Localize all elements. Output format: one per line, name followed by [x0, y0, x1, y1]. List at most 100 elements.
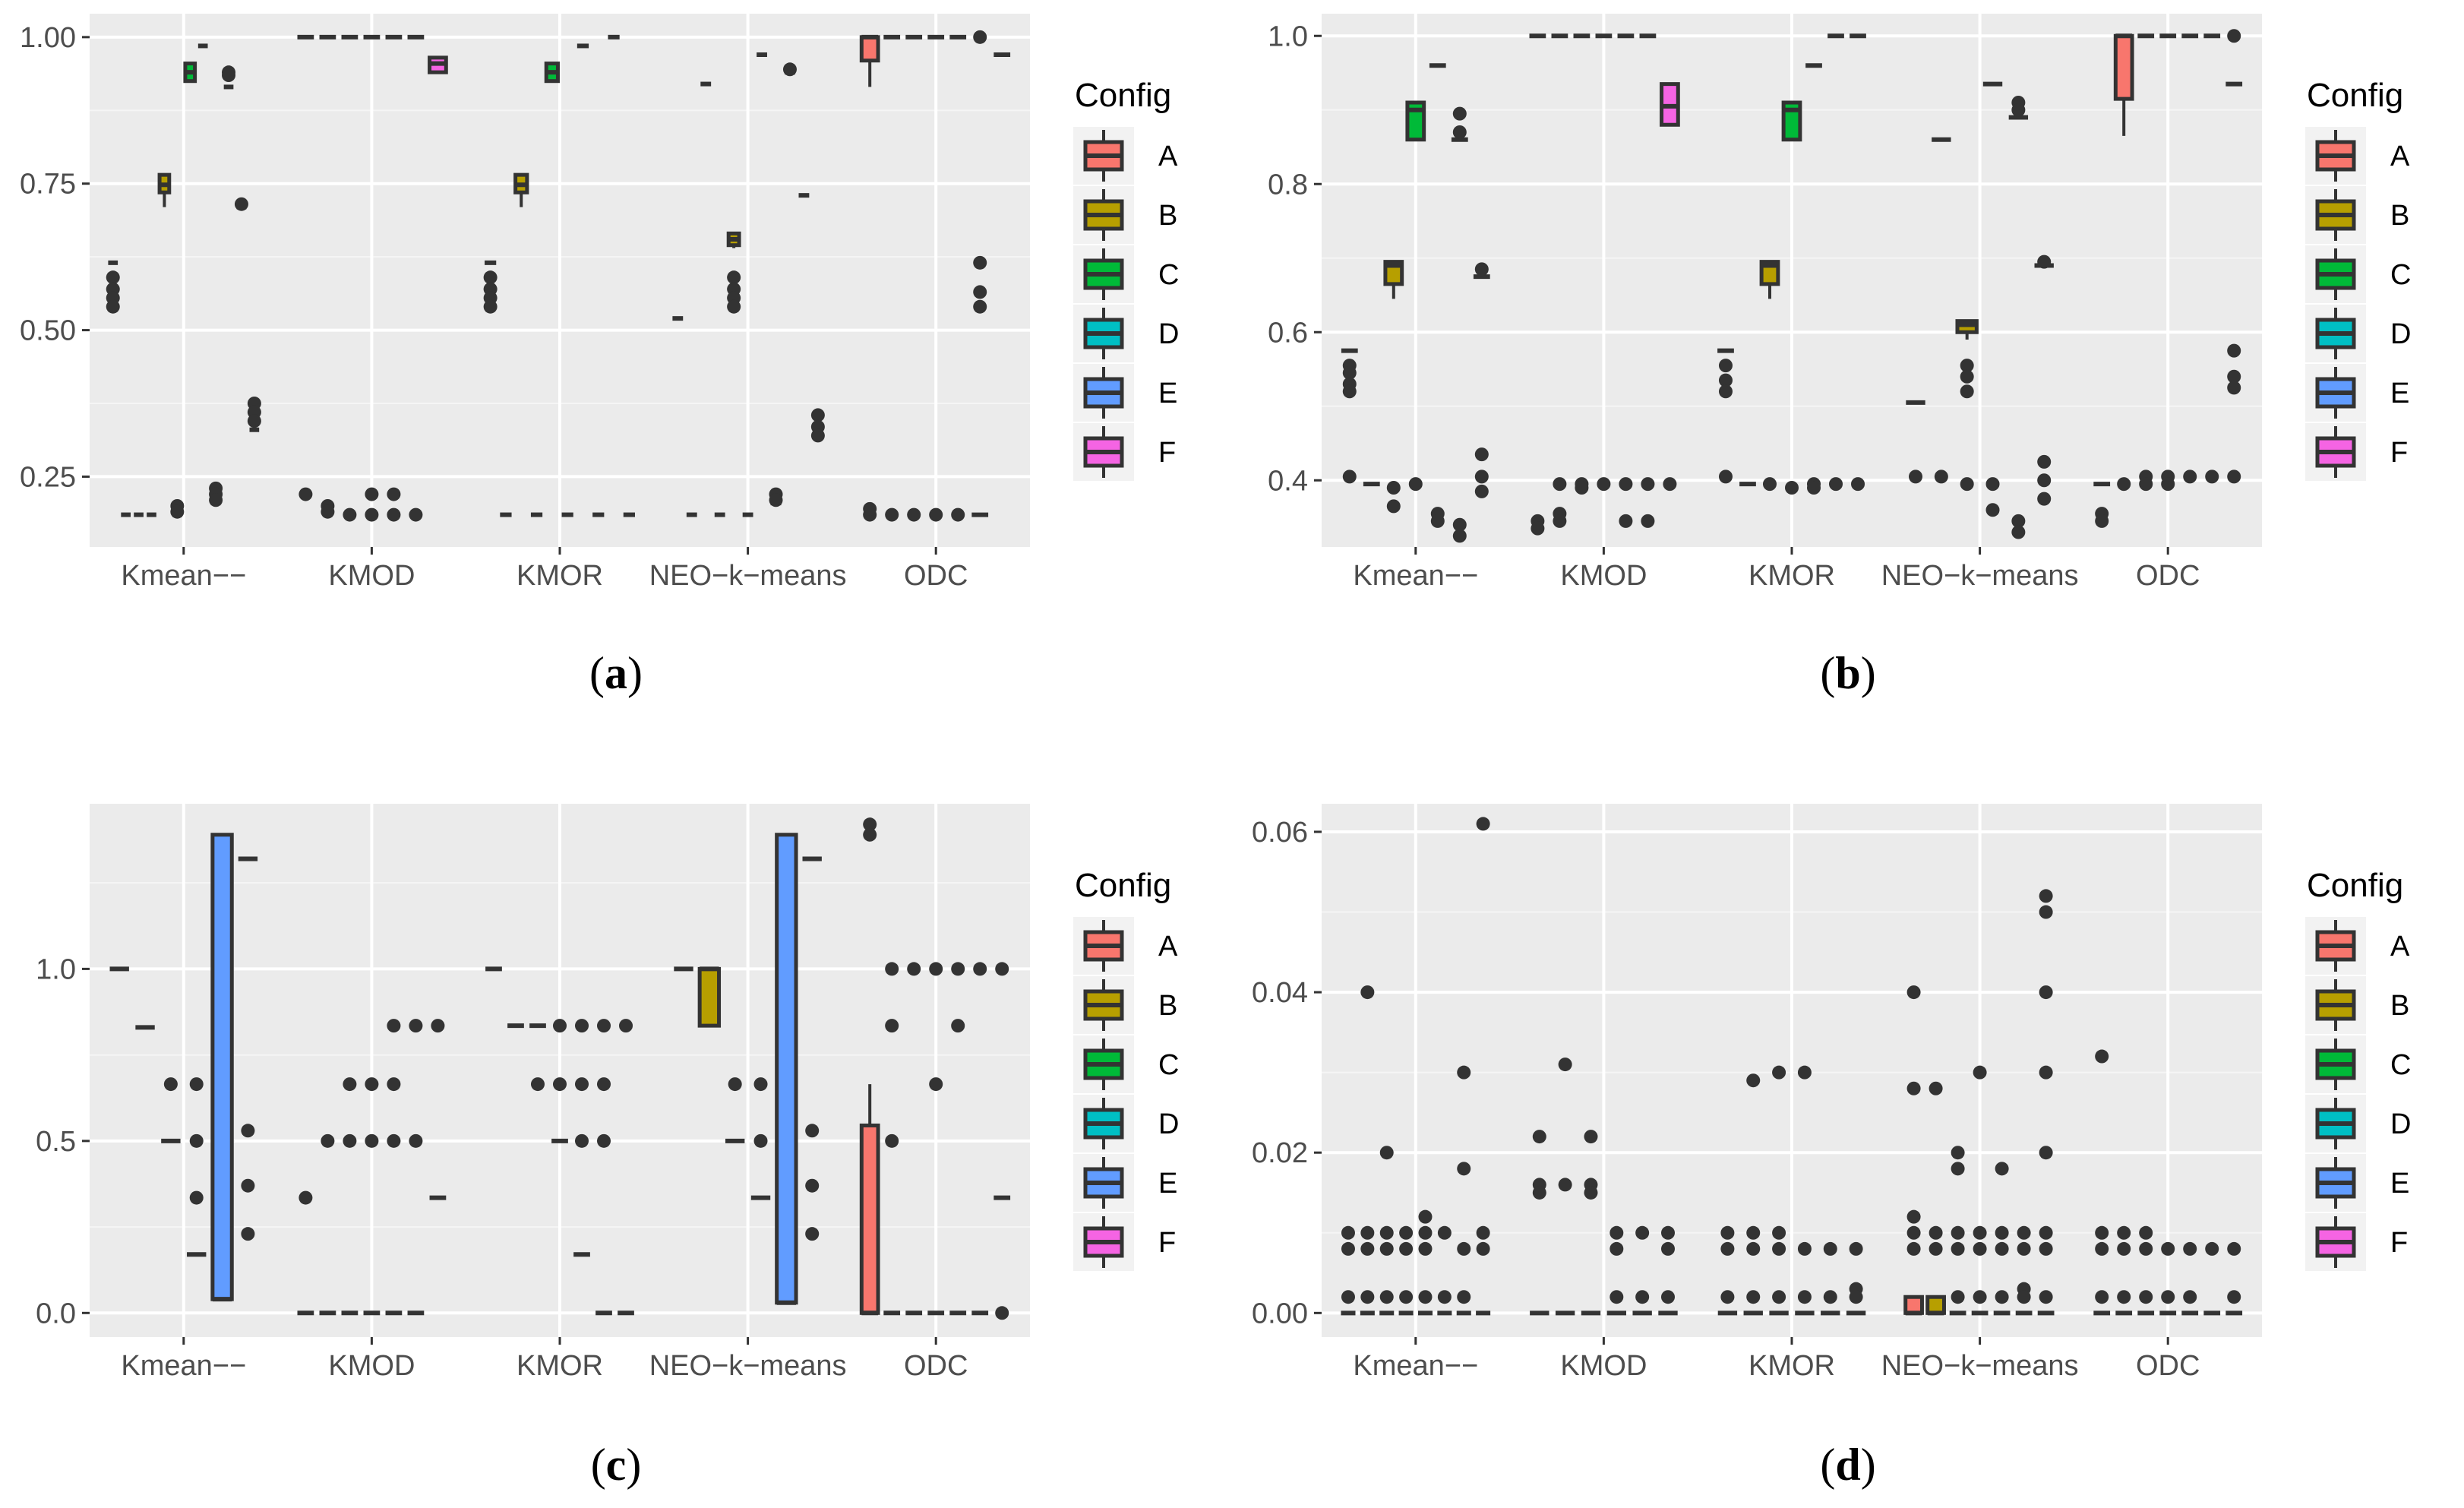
outlier-point: [1772, 1290, 1786, 1304]
outlier-point: [2227, 469, 2241, 483]
box-iqr: [1928, 1297, 1944, 1313]
panel-b: 0.4 0.6 0.8 1.0 Kmean−− KMOD KMOR NEO−k−means OD…: [1232, 0, 2464, 760]
y-tick-label: 0.06: [1252, 817, 1308, 849]
outlier-point: [885, 1134, 899, 1148]
outlier-point: [1418, 1290, 1432, 1304]
outlier-point: [2039, 1290, 2053, 1304]
x-tick-label: KMOR: [1748, 560, 1835, 592]
outlier-point: [2037, 455, 2051, 469]
outlier-point: [1559, 1057, 1572, 1071]
outlier-point: [1720, 1226, 1734, 1240]
legend-title: Config: [2307, 77, 2403, 114]
outlier-point: [365, 508, 378, 522]
outlier-point: [2227, 344, 2241, 358]
outlier-point: [1960, 370, 1974, 384]
outlier-point: [1995, 1242, 2009, 1256]
outlier-point: [409, 1134, 422, 1148]
outlier-point: [1907, 1242, 1921, 1256]
chart-d: 0.000.020.040.06Kmean−− KMOD KMOR NEO−k−mea…: [1232, 790, 2464, 1398]
outlier-point: [1475, 447, 1489, 461]
outlier-point: [1907, 1226, 1921, 1240]
outlier-point: [1584, 1130, 1597, 1143]
outlier-point: [1360, 1242, 1374, 1256]
outlier-point: [1399, 1226, 1413, 1240]
outlier-point: [1609, 1290, 1623, 1304]
x-tick-label: Kmean−−: [121, 1350, 246, 1382]
outlier-point: [1360, 985, 1374, 999]
outlier-point: [1438, 1290, 1452, 1304]
outlier-point: [1986, 477, 2000, 491]
x-tick-label: NEO−k−means: [1881, 1350, 2079, 1382]
outlier-point: [365, 1134, 378, 1148]
box-iqr: [1906, 1297, 1922, 1313]
outlier-point: [929, 508, 943, 522]
outlier-point: [805, 1179, 819, 1193]
outlier-point: [1661, 1226, 1675, 1240]
outlier-point: [343, 1134, 356, 1148]
outlier-point: [1973, 1290, 1987, 1304]
legend-label-b: B: [2390, 990, 2409, 1022]
outlier-point: [1341, 1290, 1355, 1304]
legend-label-b: B: [1158, 200, 1177, 232]
legend-label-d: D: [2390, 318, 2411, 350]
outlier-point: [2039, 1066, 2053, 1080]
legend-title: Config: [2307, 867, 2403, 904]
legend-label-c: C: [2390, 259, 2411, 291]
outlier-point: [597, 1077, 611, 1091]
outlier-point: [1772, 1242, 1786, 1256]
outlier-point: [2183, 1290, 2197, 1304]
legend-label-f: F: [2390, 437, 2408, 469]
x-tick-label: ODC: [2136, 1350, 2200, 1382]
caption-c: (c): [0, 1439, 1232, 1491]
outlier-point: [1380, 1226, 1394, 1240]
outlier-point: [1584, 1186, 1597, 1200]
outlier-point: [805, 1227, 819, 1241]
legend-title: Config: [1075, 77, 1171, 114]
outlier-point: [1457, 1066, 1471, 1080]
outlier-point: [2139, 1242, 2153, 1256]
x-tick-label: ODC: [2136, 560, 2200, 592]
outlier-point: [1609, 1242, 1623, 1256]
outlier-point: [1553, 514, 1566, 528]
y-tick-label: 1.00: [20, 22, 76, 54]
outlier-point: [209, 493, 223, 507]
outlier-point: [248, 414, 261, 428]
outlier-point: [2205, 469, 2219, 483]
outlier-point: [1387, 499, 1401, 513]
x-tick-label: KMOD: [1560, 560, 1647, 592]
outlier-point: [2039, 1226, 2053, 1240]
outlier-point: [1641, 477, 1654, 491]
outlier-point: [2183, 469, 2197, 483]
outlier-point: [973, 285, 987, 299]
outlier-point: [321, 505, 334, 519]
y-tick-label: 0.0: [36, 1298, 76, 1329]
y-tick-label: 0.4: [1268, 465, 1308, 497]
outlier-point: [365, 488, 378, 501]
outlier-point: [863, 828, 877, 842]
outlier-point: [1418, 1210, 1432, 1224]
outlier-point: [2227, 29, 2241, 43]
outlier-point: [2039, 985, 2053, 999]
outlier-point: [484, 270, 498, 284]
x-tick-label: NEO−k−means: [1881, 560, 2079, 592]
x-tick-label: Kmean−−: [121, 560, 246, 592]
legend-label-e: E: [1158, 1168, 1177, 1200]
outlier-point: [769, 493, 783, 507]
outlier-point: [1418, 1242, 1432, 1256]
legend-label-d: D: [1158, 1108, 1179, 1140]
y-tick-label: 1.0: [1268, 21, 1308, 52]
outlier-point: [387, 1134, 400, 1148]
outlier-point: [811, 408, 825, 422]
x-tick-label: ODC: [904, 560, 968, 592]
outlier-point: [885, 508, 899, 522]
outlier-point: [1453, 529, 1467, 542]
outlier-point: [1477, 817, 1490, 830]
outlier-point: [1798, 1066, 1812, 1080]
outlier-point: [1960, 477, 1974, 491]
legend-label-c: C: [1158, 259, 1179, 291]
outlier-point: [2095, 1242, 2109, 1256]
outlier-point: [106, 270, 120, 284]
outlier-point: [2161, 1242, 2175, 1256]
outlier-point: [1719, 359, 1733, 372]
outlier-point: [1951, 1242, 1965, 1256]
